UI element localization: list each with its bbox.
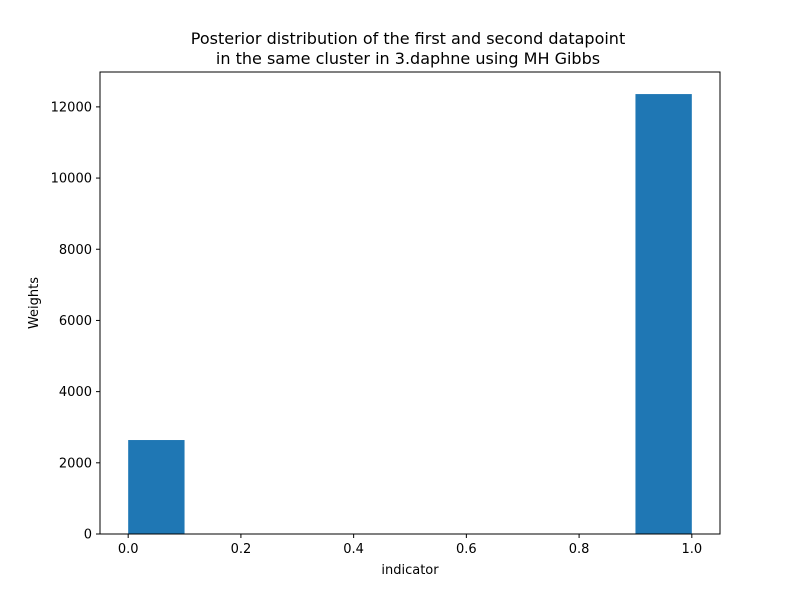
- x-tick-label: 0.2: [231, 542, 252, 557]
- y-axis-label: Weights: [27, 277, 42, 329]
- x-axis-ticks: 0.0 0.2 0.4 0.6 0.8 1.0: [118, 534, 702, 557]
- chart-title-line-1: Posterior distribution of the first and …: [191, 29, 625, 48]
- x-tick-label: 0.0: [118, 542, 139, 557]
- histogram-bar-0: [128, 440, 185, 534]
- x-tick-label: 0.6: [456, 542, 477, 557]
- y-tick-label: 8000: [59, 243, 92, 258]
- y-axis-ticks: 0 2000 4000 6000 8000 10000 12000: [51, 100, 100, 543]
- plot-frame: [99, 71, 721, 535]
- y-tick-label: 2000: [59, 456, 92, 471]
- bars-group: [128, 94, 692, 534]
- x-axis-label: indicator: [381, 563, 439, 578]
- y-tick-label: 6000: [59, 314, 92, 329]
- y-tick-label: 12000: [51, 100, 92, 115]
- histogram-bar-1: [635, 94, 692, 534]
- x-tick-label: 1.0: [681, 542, 702, 557]
- y-tick-label: 4000: [59, 385, 92, 400]
- y-tick-label: 10000: [51, 172, 92, 187]
- chart-title-line-2: in the same cluster in 3.daphne using MH…: [216, 49, 600, 68]
- y-tick-label: 0: [84, 528, 92, 543]
- x-tick-label: 0.8: [569, 542, 590, 557]
- x-tick-label: 0.4: [343, 542, 364, 557]
